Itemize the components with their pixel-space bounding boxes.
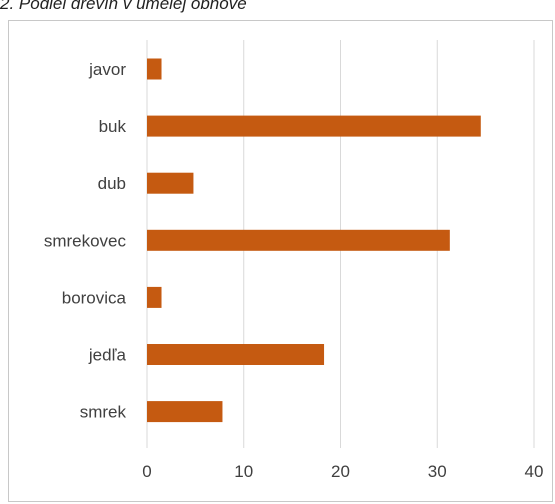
category-label-1: buk <box>99 117 127 136</box>
x-tick-label-3: 30 <box>428 462 447 481</box>
chart-caption: 2. Podiel drevín v umelej obnove <box>0 0 247 13</box>
bar-6 <box>147 401 223 423</box>
x-tick-label-4: 40 <box>525 462 544 481</box>
bar-2 <box>147 172 194 194</box>
bar-5 <box>147 344 325 365</box>
chart-frame <box>8 20 553 502</box>
x-tick-label-1: 10 <box>234 462 253 481</box>
category-label-2: dub <box>98 174 126 193</box>
category-label-5: jedľa <box>88 346 127 365</box>
bar-0 <box>147 58 162 80</box>
x-tick-label-2: 20 <box>331 462 350 481</box>
category-label-3: smrekovec <box>44 231 127 250</box>
bar-1 <box>147 115 481 137</box>
category-label-4: borovica <box>62 288 127 307</box>
category-label-0: javor <box>88 60 126 79</box>
bar-3 <box>147 229 450 251</box>
bar-4 <box>147 286 162 308</box>
x-tick-label-0: 0 <box>142 462 151 481</box>
category-label-6: smrek <box>80 403 127 422</box>
